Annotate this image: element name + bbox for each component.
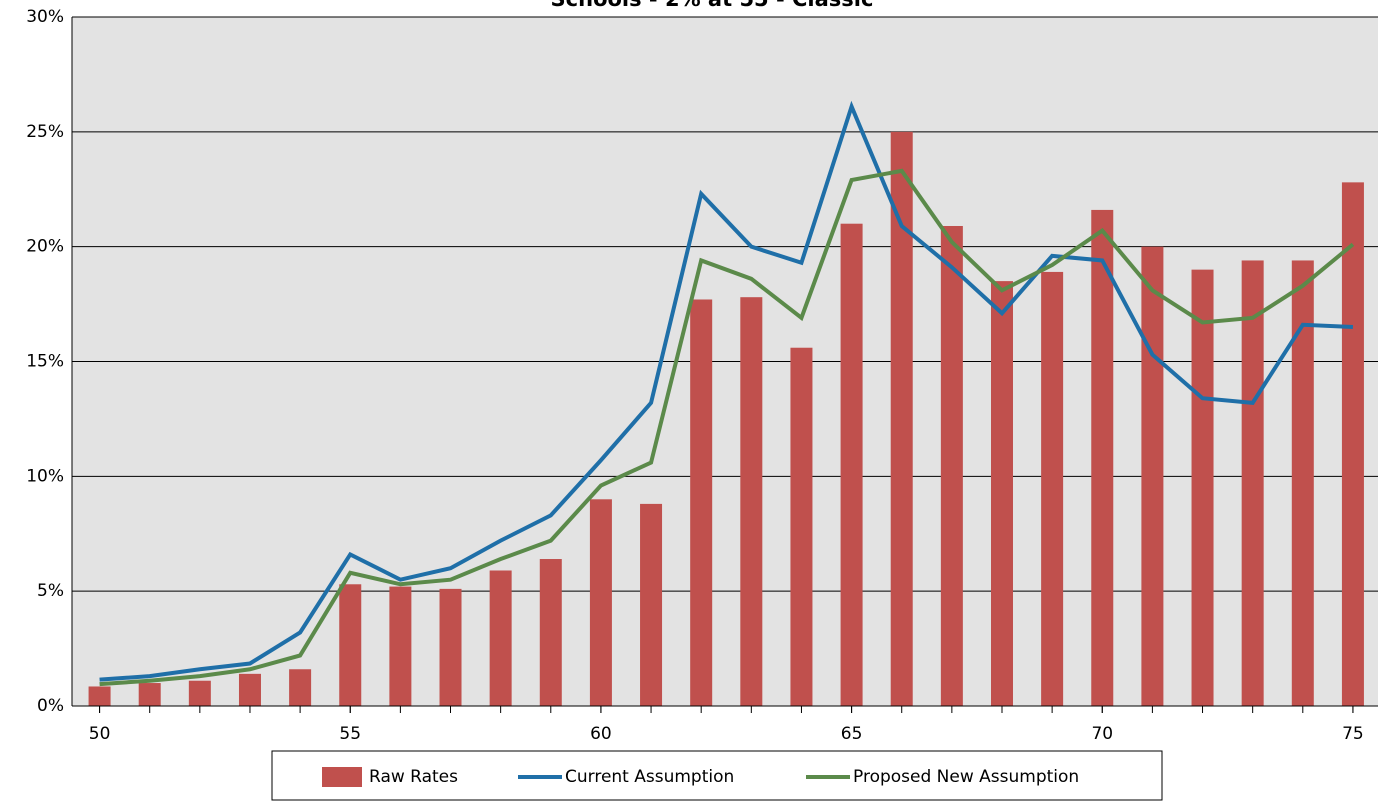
bar — [790, 347, 813, 706]
bar — [1041, 271, 1064, 706]
legend-label: Raw Rates — [369, 767, 458, 787]
bar — [1241, 260, 1264, 706]
bar — [940, 225, 963, 706]
bar — [890, 131, 913, 707]
line — [99, 100, 1354, 682]
y-tick-label: 0% — [37, 696, 64, 716]
y-tick-label: 5% — [37, 581, 64, 601]
y-tick-label: 20% — [26, 237, 64, 257]
legend — [271, 750, 1163, 801]
bar — [138, 683, 161, 706]
y-tick-label: 10% — [26, 466, 64, 486]
bar — [1341, 182, 1364, 707]
bar — [840, 223, 863, 706]
y-tick-label: 15% — [26, 352, 64, 372]
bar — [439, 588, 462, 706]
bar — [539, 559, 562, 706]
x-tick-label: 70 — [1091, 724, 1113, 744]
y-tick-label: 25% — [26, 122, 64, 142]
legend-swatch — [322, 767, 362, 787]
bar — [990, 281, 1013, 706]
bar — [640, 503, 663, 706]
x-tick-label: 65 — [841, 724, 863, 744]
y-tick-label: 30% — [26, 7, 64, 27]
chart-title: Schools - 2% at 55 - Classic — [551, 0, 874, 11]
bar — [88, 686, 111, 706]
bar — [740, 297, 763, 706]
bar — [339, 584, 362, 706]
x-tick-label: 55 — [339, 724, 361, 744]
bar — [188, 680, 211, 706]
bar — [238, 673, 261, 706]
legend-label: Current Assumption — [565, 767, 734, 787]
x-tick-label: 60 — [590, 724, 612, 744]
x-tick-label: 75 — [1342, 724, 1364, 744]
bar — [1141, 246, 1164, 706]
bar — [1191, 269, 1214, 706]
line — [99, 168, 1355, 687]
bar — [1291, 260, 1314, 706]
bar — [1091, 209, 1114, 707]
bar — [589, 499, 612, 706]
bar — [289, 669, 312, 706]
bar — [389, 586, 412, 706]
legend-label: Proposed New Assumption — [853, 767, 1079, 787]
bar — [690, 299, 713, 706]
x-tick-label: 50 — [89, 724, 111, 744]
bar — [489, 570, 512, 706]
